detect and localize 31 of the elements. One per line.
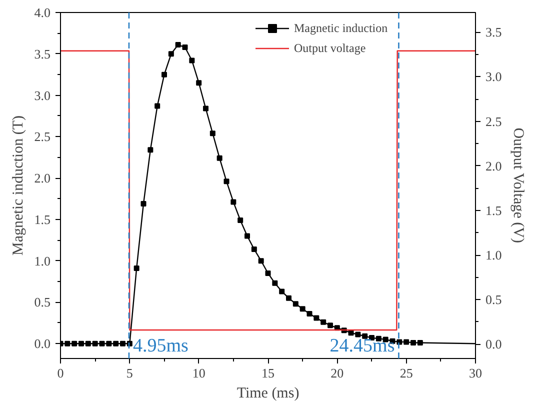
y2-axis-title: Output Voltage (V)	[510, 128, 526, 244]
x-tick-label: 0	[57, 366, 64, 380]
y2-tick-label: 1.5	[486, 202, 502, 218]
ref-line-label: 4.95ms	[132, 336, 188, 356]
y-tick-label: 3.5	[34, 46, 50, 62]
x-tick-label: 25	[400, 366, 413, 380]
x-tick-label: 15	[262, 366, 274, 380]
y2-tick-label: 3.0	[486, 69, 502, 84]
y-tick-label: 2.0	[34, 170, 50, 186]
legend-label: Output voltage	[294, 40, 366, 56]
y2-tick-label: 2.0	[486, 158, 502, 174]
y-tick-label: 4.0	[34, 5, 50, 20]
y2-tick-label: 3.5	[486, 24, 502, 40]
x-axis-title: Time (ms)	[236, 386, 300, 402]
y2-tick-label: 0.5	[486, 292, 502, 308]
x-tick-label: 5	[126, 366, 133, 380]
y2-tick-label: 0.0	[486, 336, 502, 352]
y-tick-label: 1.5	[34, 212, 50, 227]
y2-tick-label: 2.5	[486, 114, 502, 129]
x-tick-label: 30	[469, 366, 482, 380]
y-tick-label: 3.0	[34, 88, 50, 103]
y-tick-label: 0.0	[34, 336, 50, 352]
y-tick-label: 1.0	[34, 253, 50, 268]
x-tick-label: 20	[330, 366, 344, 380]
legend-label: Magnetic induction	[294, 20, 388, 36]
x-tick-label: 10	[192, 366, 206, 380]
y2-tick-label: 1.0	[486, 248, 502, 263]
y-tick-label: 0.5	[34, 294, 50, 310]
ref-line-label: 24.45ms	[330, 336, 395, 356]
y-tick-label: 2.5	[34, 129, 50, 144]
y-axis-title: Magnetic induction (T)	[10, 116, 26, 256]
